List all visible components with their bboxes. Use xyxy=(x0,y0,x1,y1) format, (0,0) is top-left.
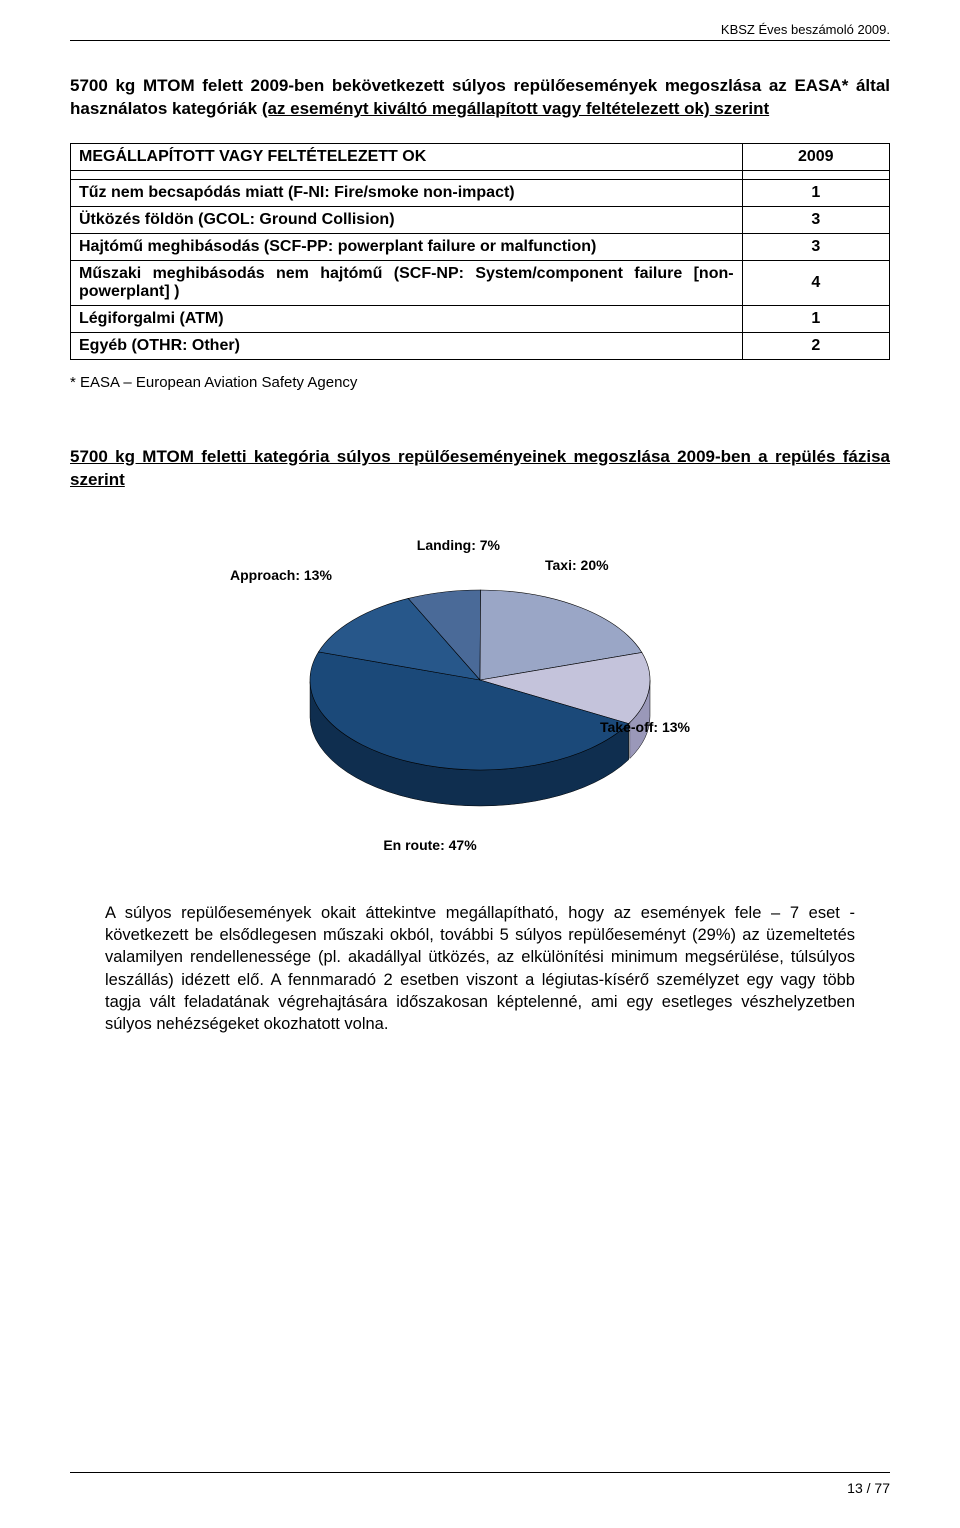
header-rule xyxy=(70,40,890,41)
pie-label: Take-off: 13% xyxy=(600,719,691,735)
row-val: 4 xyxy=(742,260,889,305)
row-val: 1 xyxy=(742,305,889,332)
row-val: 3 xyxy=(742,206,889,233)
table-row: Egyéb (OTHR: Other)2 xyxy=(71,332,890,359)
row-label: Műszaki meghibásodás nem hajtómű (SCF-NP… xyxy=(71,260,743,305)
table-row: Tűz nem becsapódás miatt (F-NI: Fire/smo… xyxy=(71,179,890,206)
row-val: 3 xyxy=(742,233,889,260)
row-label: Légiforgalmi (ATM) xyxy=(71,305,743,332)
body-paragraph: A súlyos repülőesemények okait áttekintv… xyxy=(70,902,890,1036)
easa-footnote: * EASA – European Aviation Safety Agency xyxy=(70,374,890,391)
category-table: MEGÁLLAPÍTOTT VAGY FELTÉTELEZETT OK 2009… xyxy=(70,143,890,360)
table-head-label: MEGÁLLAPÍTOTT VAGY FELTÉTELEZETT OK xyxy=(71,143,743,170)
page-number: 13 / 77 xyxy=(847,1480,890,1496)
section-title-2: 5700 kg MTOM feletti kategória súlyos re… xyxy=(70,446,890,492)
row-label: Hajtómű meghibásodás (SCF-PP: powerplant… xyxy=(71,233,743,260)
row-val: 2 xyxy=(742,332,889,359)
table-row: Hajtómű meghibásodás (SCF-PP: powerplant… xyxy=(71,233,890,260)
pie-label: Approach: 13% xyxy=(230,567,332,583)
pie-chart-container: Landing: 7% Taxi: 20% Take-off: 13% En rout… xyxy=(70,520,890,880)
row-label: Egyéb (OTHR: Other) xyxy=(71,332,743,359)
row-val: 1 xyxy=(742,179,889,206)
row-label: Tűz nem becsapódás miatt (F-NI: Fire/smo… xyxy=(71,179,743,206)
pie-label: Taxi: 20% xyxy=(545,557,609,573)
title2-text: 5700 kg MTOM feletti kategória súlyos re… xyxy=(70,447,890,489)
pie-label: En route: 47% xyxy=(383,837,477,853)
title1-underline: (az eseményt kiváltó megállapított vagy … xyxy=(262,99,769,118)
footer-rule xyxy=(70,1472,890,1473)
section-title-1: 5700 kg MTOM felett 2009-ben bekövetkeze… xyxy=(70,75,890,121)
page-header: KBSZ Éves beszámoló 2009. xyxy=(721,22,890,37)
table-row: Ütközés földön (GCOL: Ground Collision)3 xyxy=(71,206,890,233)
table-head-year: 2009 xyxy=(742,143,889,170)
pie-label: Landing: 7% xyxy=(417,537,501,553)
table-row: Műszaki meghibásodás nem hajtómű (SCF-NP… xyxy=(71,260,890,305)
row-label: Ütközés földön (GCOL: Ground Collision) xyxy=(71,206,743,233)
pie-chart: Landing: 7% Taxi: 20% Take-off: 13% En rout… xyxy=(200,520,760,880)
table-row: Légiforgalmi (ATM)1 xyxy=(71,305,890,332)
